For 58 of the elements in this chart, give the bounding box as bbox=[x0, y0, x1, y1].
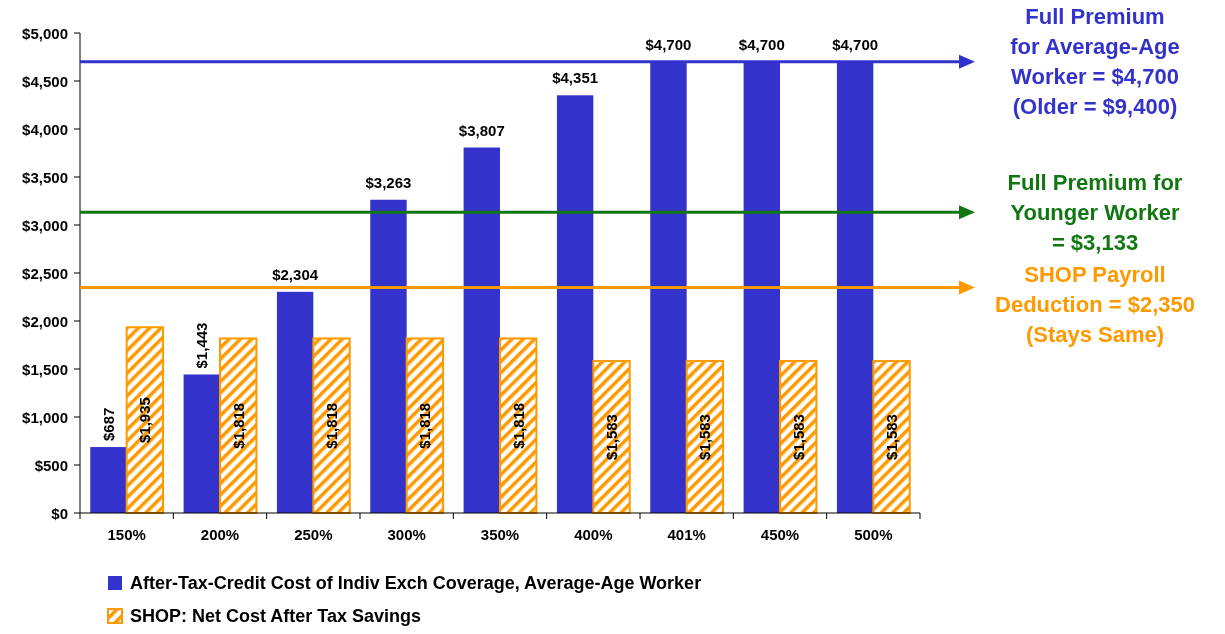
data-label: $1,818 bbox=[323, 402, 341, 449]
data-label: $1,818 bbox=[416, 402, 434, 449]
data-label: $1,583 bbox=[603, 414, 621, 460]
x-tick-label: 401% bbox=[667, 526, 706, 543]
bar bbox=[685, 360, 725, 514]
y-tick-label: $4,500 bbox=[22, 72, 68, 90]
data-label: $4,700 bbox=[645, 35, 692, 53]
legend-label: SHOP: Net Cost After Tax Savings bbox=[130, 606, 422, 626]
bar bbox=[125, 326, 165, 514]
bar bbox=[872, 360, 911, 514]
data-label: $4,351 bbox=[552, 69, 599, 87]
bar bbox=[463, 147, 500, 513]
bar bbox=[219, 337, 258, 514]
data-label: $3,807 bbox=[458, 121, 505, 139]
y-tick-label: $2,000 bbox=[22, 312, 68, 330]
data-label: $1,818 bbox=[229, 402, 247, 449]
x-tick-label: 200% bbox=[200, 526, 240, 543]
y-tick-label: $3,500 bbox=[22, 168, 68, 186]
x-tick-label: 400% bbox=[574, 526, 613, 543]
ref-line-label: SHOP Payroll Deduction = $2,350 (Stays Same) bbox=[995, 261, 1195, 347]
y-tick-label: $1,500 bbox=[22, 360, 68, 378]
data-label: $1,443 bbox=[193, 322, 211, 369]
bar bbox=[779, 360, 818, 514]
x-tick-label: 450% bbox=[760, 526, 800, 543]
bar bbox=[405, 337, 445, 514]
y-tick-label: $500 bbox=[34, 456, 68, 474]
bar bbox=[592, 360, 631, 514]
y-tick-label: $0 bbox=[51, 504, 68, 522]
y-tick-label: $5,000 bbox=[22, 24, 68, 42]
data-label: $2,304 bbox=[272, 265, 319, 283]
bar bbox=[90, 447, 127, 513]
x-tick-label: 350% bbox=[480, 526, 520, 543]
bar bbox=[276, 291, 314, 513]
ref-line-label: Full Premium for Younger Worker = $3,133 bbox=[1007, 169, 1183, 255]
ref-line-label: Full Premium for Average-Age Worker = $4,700 (Older = $9,400) bbox=[1010, 4, 1180, 120]
y-tick-label: $3,000 bbox=[22, 216, 68, 234]
legend-label: After-Tax-Credit Cost of Indiv Exch Coverage, Average-Age Worker bbox=[130, 573, 702, 593]
bar bbox=[556, 95, 594, 513]
data-label: $1,935 bbox=[136, 397, 154, 444]
data-label: $1,583 bbox=[789, 414, 807, 460]
data-label: $4,700 bbox=[738, 35, 785, 53]
data-label: $1,583 bbox=[696, 414, 714, 460]
x-tick-label: 300% bbox=[387, 526, 426, 543]
x-tick-label: 500% bbox=[854, 526, 893, 543]
bar bbox=[499, 337, 538, 514]
y-tick-label: $1,000 bbox=[22, 408, 68, 426]
y-tick-label: $2,500 bbox=[22, 264, 68, 282]
data-label: $687 bbox=[99, 407, 117, 442]
data-label: $1,818 bbox=[509, 402, 527, 449]
bar bbox=[312, 337, 351, 514]
data-label: $4,700 bbox=[832, 35, 879, 53]
y-tick-label: $4,000 bbox=[22, 120, 68, 138]
data-label: $3,263 bbox=[365, 173, 412, 191]
bar bbox=[183, 374, 220, 513]
data-label: $1,583 bbox=[883, 414, 901, 460]
bar bbox=[370, 199, 407, 513]
x-tick-label: 250% bbox=[294, 526, 333, 543]
x-tick-label: 150% bbox=[107, 526, 146, 543]
